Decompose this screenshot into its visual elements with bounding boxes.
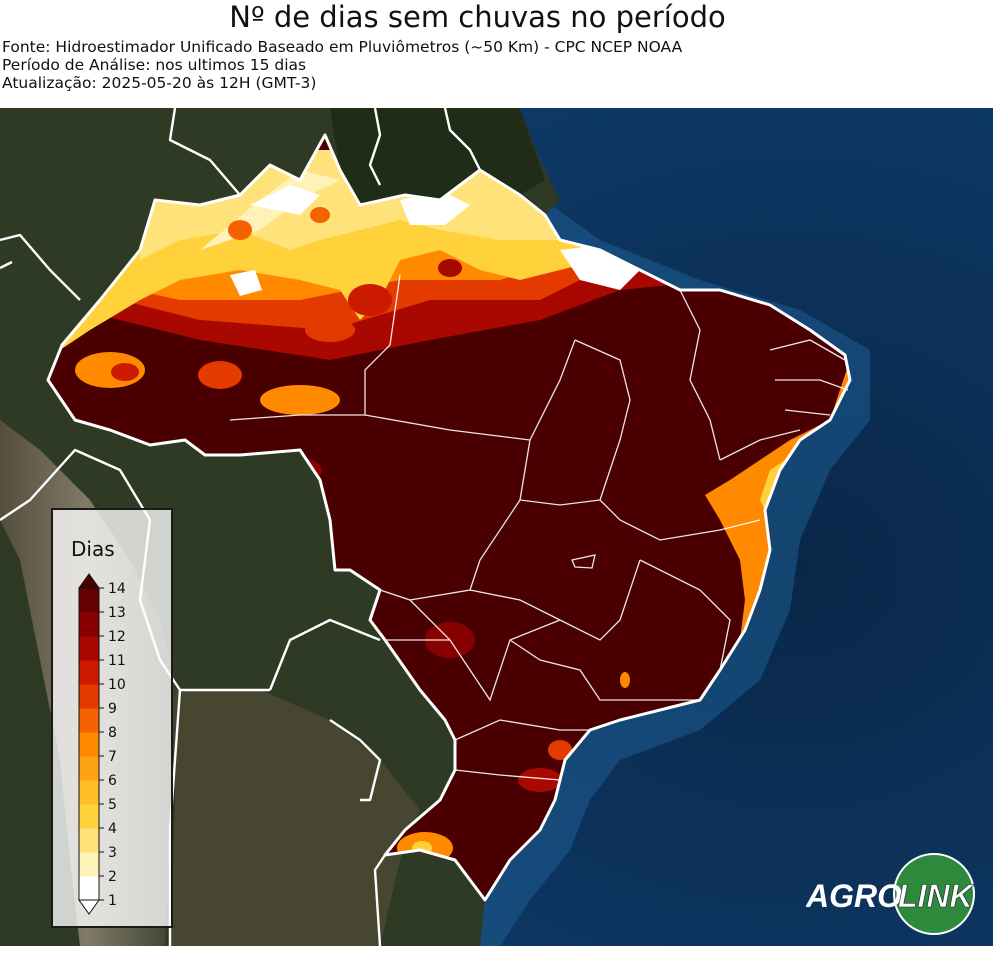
map-svg (0, 108, 993, 946)
legend-swatch (79, 756, 99, 781)
legend-tick-label: 13 (108, 605, 126, 621)
legend-tick-label: 11 (108, 653, 126, 669)
legend-tick-label: 14 (108, 581, 126, 597)
update-time-text: Atualização: 2025-05-20 às 12H (GMT-3) (2, 74, 317, 92)
legend-swatch (79, 876, 99, 901)
logo-globe (893, 853, 975, 935)
legend-tick-label: 10 (108, 677, 126, 693)
legend-min-arrow (78, 899, 100, 915)
legend-tick-label: 6 (108, 773, 117, 789)
guianas-land (330, 108, 545, 205)
legend-max-arrow (78, 573, 100, 589)
legend-tick-label: 2 (108, 869, 117, 885)
legend-swatch (79, 684, 99, 709)
legend-tick-label: 4 (108, 821, 117, 837)
legend-swatch (79, 636, 99, 661)
logo-text-left: AGRO (806, 878, 902, 914)
legend-swatch (79, 804, 99, 829)
legend-swatch (79, 828, 99, 853)
legend-tick-label: 8 (108, 725, 117, 741)
legend-swatch (79, 660, 99, 685)
color-legend: Dias 1 2 3 4 5 6 7 8 9 10 11 12 13 14 (51, 508, 173, 928)
state-borders (229, 274, 849, 781)
agrolink-logo: AGRO LINK (805, 852, 984, 938)
southern-plains (170, 690, 420, 946)
legend-swatch (79, 852, 99, 877)
legend-swatch (79, 708, 99, 733)
analysis-period-text: Período de Análise: nos ultimos 15 dias (2, 56, 307, 74)
legend-swatch (79, 780, 99, 805)
legend-swatch (79, 612, 99, 637)
legend-tick-label: 9 (108, 701, 117, 717)
legend-tick-label: 3 (108, 845, 117, 861)
legend-outline (78, 587, 100, 901)
brazil-border (46, 133, 852, 902)
map-panel (0, 108, 993, 946)
legend-tick-label: 7 (108, 749, 117, 765)
legend-tick-label: 12 (108, 629, 126, 645)
map-title: Nº de dias sem chuvas no período (229, 0, 726, 34)
legend-swatch (79, 588, 99, 613)
legend-tick-label: 5 (108, 797, 117, 813)
legend-title: Dias (71, 537, 115, 561)
logo-text-right: LINK (898, 878, 976, 914)
data-source-text: Fonte: Hidroestimador Unificado Baseado … (2, 38, 683, 56)
legend-swatch (79, 732, 99, 757)
legend-tick-label: 1 (108, 893, 117, 909)
